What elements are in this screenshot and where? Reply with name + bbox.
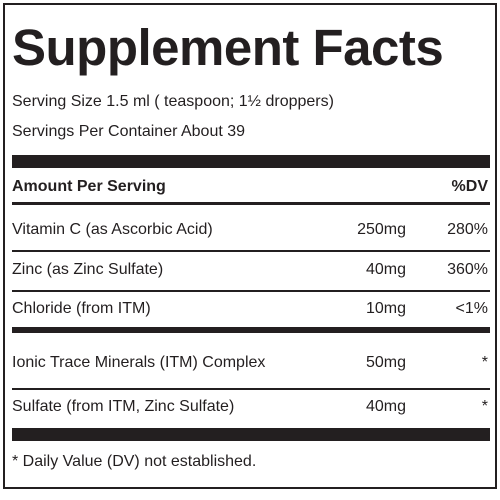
nutrient-dv: 360% — [447, 261, 488, 278]
nutrient-amount: 250mg — [357, 221, 406, 238]
nutrient-name: Sulfate (from ITM, Zinc Sulfate) — [12, 398, 235, 415]
nutrient-name: Ionic Trace Minerals (ITM) Complex — [12, 354, 266, 371]
thick-bar — [12, 155, 490, 168]
header-rule — [12, 202, 490, 205]
title: Supplement Facts — [12, 19, 444, 76]
servings-per-container: Servings Per Container About 39 — [12, 123, 246, 140]
nutrient-name: Chloride (from ITM) — [12, 300, 151, 317]
nutrient-amount: 10mg — [365, 300, 406, 317]
nutrient-amount: 40mg — [365, 398, 406, 415]
thick-bar — [12, 428, 490, 441]
nutrient-dv: 280% — [447, 221, 488, 238]
nutrient-dv: <1% — [455, 300, 488, 317]
nutrient-amount: 50mg — [365, 354, 406, 371]
nutrient-name: Zinc (as Zinc Sulfate) — [12, 261, 164, 278]
row-rule — [12, 250, 490, 252]
serving-size: Serving Size 1.5 ml ( teaspoon; 1½ dropp… — [12, 93, 334, 110]
row-rule — [12, 290, 490, 292]
footnote: * Daily Value (DV) not established. — [12, 453, 257, 470]
label-border — [3, 3, 497, 489]
header-dv: %DV — [451, 178, 488, 195]
medium-bar — [12, 327, 490, 333]
header-amount: Amount Per Serving — [12, 178, 166, 195]
row-rule — [12, 388, 490, 390]
nutrient-amount: 40mg — [365, 261, 406, 278]
nutrient-name: Vitamin C (as Ascorbic Acid) — [12, 221, 213, 238]
nutrient-dv: * — [481, 398, 488, 415]
nutrient-dv: * — [481, 354, 488, 371]
